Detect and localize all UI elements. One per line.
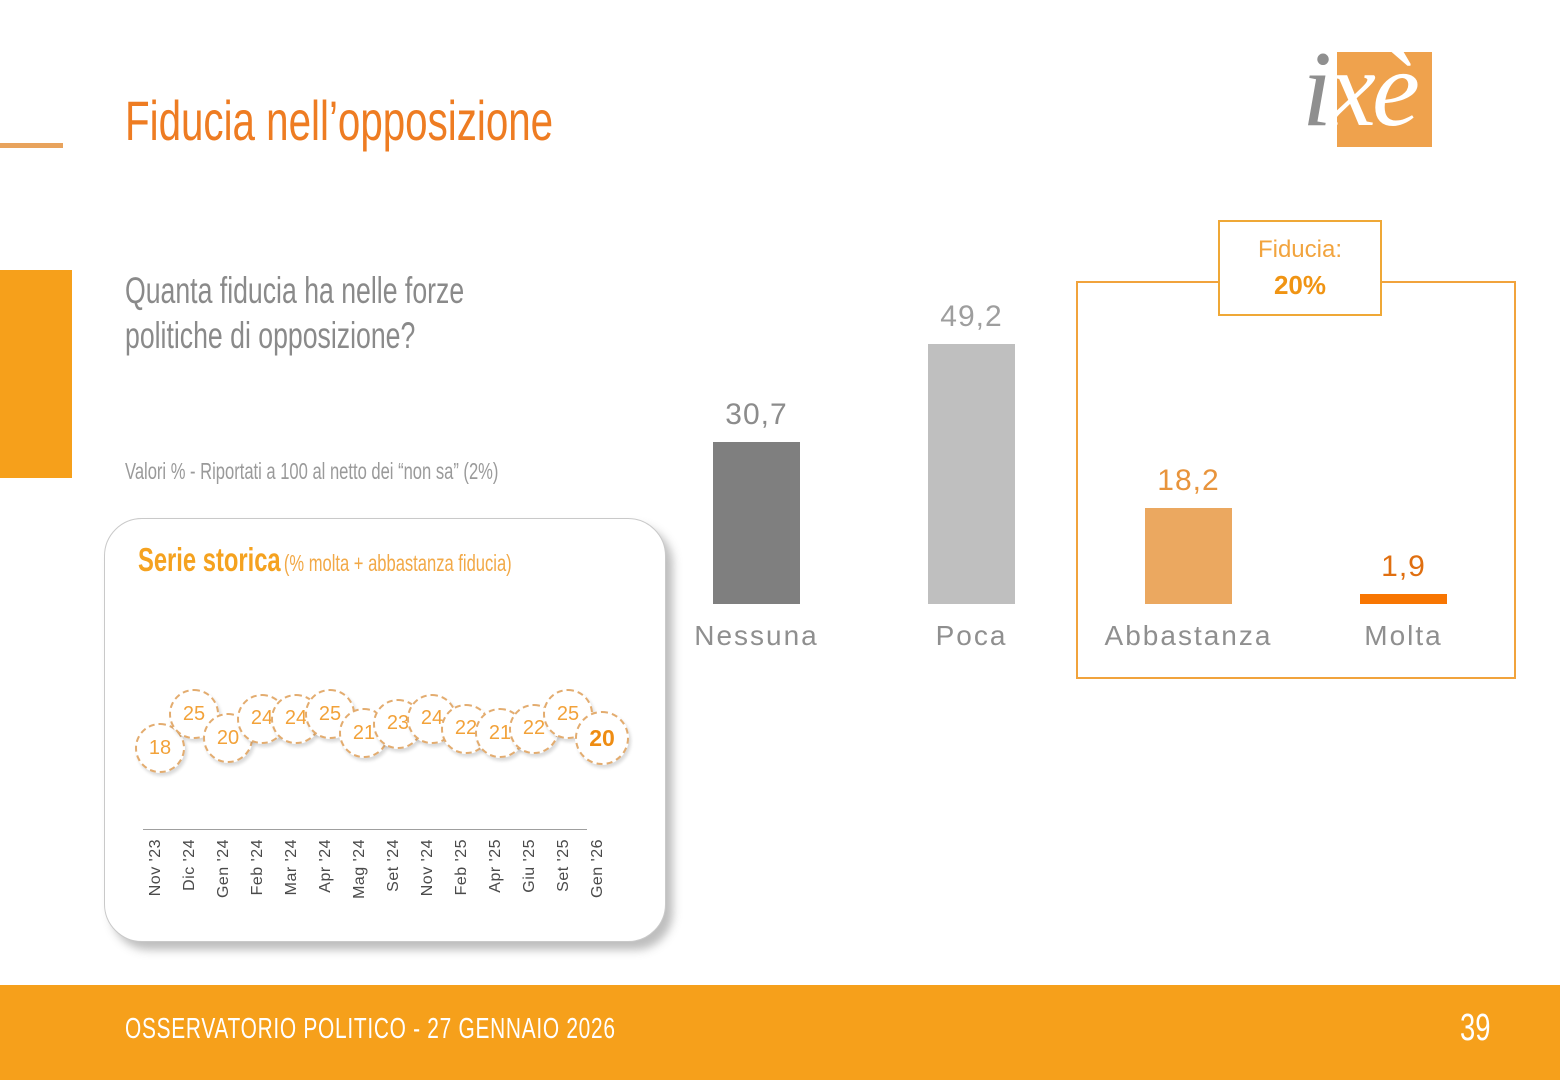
survey-question: Quanta fiducia ha nelle forze politiche … [125, 268, 596, 358]
serie-storica-panel: Serie storica (% molta + abbastanza fidu… [104, 518, 666, 942]
survey-question-line-1: Quanta fiducia ha nelle forze [125, 270, 465, 311]
fiducia-annotation: Fiducia: 20% [1218, 220, 1382, 316]
bar-abbastanza [1145, 508, 1232, 604]
bar-nessuna [713, 442, 800, 604]
ixe-logo-letters-xe: xè [1328, 30, 1420, 149]
bar-value-nessuna: 30,7 [725, 398, 788, 431]
serie-point: 20 [575, 711, 629, 766]
serie-storica-axis-line [143, 829, 587, 830]
survey-question-line-2: politiche di opposizione? [125, 315, 416, 356]
serie-storica-header: Serie storica (% molta + abbastanza fidu… [138, 541, 657, 579]
ixe-logo-text: ixè [1302, 36, 1420, 144]
accent-block [0, 270, 72, 478]
page-title: Fiducia nell’opposizione [125, 88, 720, 153]
bar-label-abbastanza: Abbastanza [1104, 620, 1273, 651]
serie-point: 20 [203, 713, 253, 764]
accent-dash [0, 143, 63, 148]
page-number: 39 [1459, 1007, 1491, 1049]
bar-poca [928, 344, 1015, 604]
bar-label-poca: Poca [935, 620, 1008, 651]
ixe-logo-letter-i: i [1302, 30, 1332, 149]
bar-value-abbastanza: 18,2 [1157, 464, 1220, 497]
serie-storica-title: Serie storica [138, 541, 281, 578]
bar-value-molta: 1,9 [1381, 550, 1426, 583]
bar-molta [1360, 594, 1447, 604]
page-title-text: Fiducia nell’opposizione [125, 89, 554, 152]
serie-point: 24 [407, 693, 457, 744]
ixe-logo-square [1337, 52, 1432, 147]
ixe-logo: ixè [1296, 36, 1456, 160]
fiducia-annotation-value: 20% [1273, 269, 1327, 300]
bar-label-nessuna: Nessuna [694, 620, 819, 651]
footer-bar: OSSERVATORIO POLITICO - 27 GENNAIO 2026 … [0, 985, 1560, 1080]
methodology-note: Valori % - Riportati a 100 al netto dei … [125, 458, 499, 484]
footer-title: OSSERVATORIO POLITICO - 27 GENNAIO 2026 [125, 1013, 616, 1045]
bar-value-poca: 49,2 [940, 300, 1003, 333]
bar-label-molta: Molta [1364, 620, 1443, 651]
fiducia-annotation-label: Fiducia: [1257, 235, 1343, 263]
serie-storica-subtitle: (% molta + abbastanza fiducia) [283, 550, 512, 576]
